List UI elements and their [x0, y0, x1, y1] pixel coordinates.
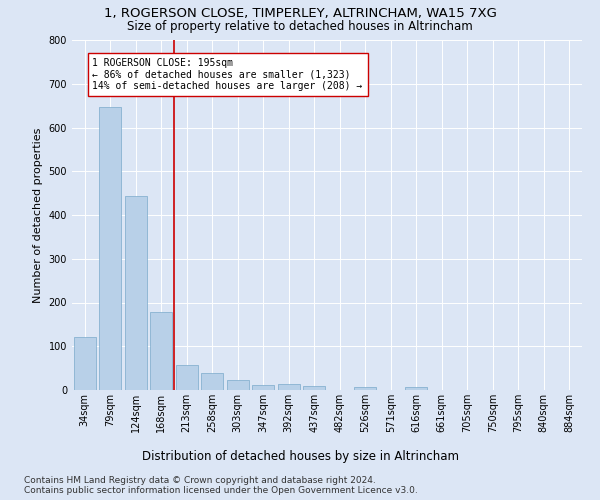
Bar [100, 106, 121, 390]
Text: 1, ROGERSON CLOSE, TIMPERLEY, ALTRINCHAM, WA15 7XG: 1, ROGERSON CLOSE, TIMPERLEY, ALTRINCHAM… [104, 8, 496, 20]
Bar [74, 336, 95, 390]
Text: 1 ROGERSON CLOSE: 195sqm
← 86% of detached houses are smaller (1,323)
14% of sem: 1 ROGERSON CLOSE: 195sqm ← 86% of detach… [92, 58, 362, 90]
Bar [253, 385, 274, 390]
Bar [355, 387, 376, 390]
Bar [227, 380, 248, 390]
Y-axis label: Number of detached properties: Number of detached properties [33, 128, 43, 302]
Bar [151, 312, 172, 390]
Text: Distribution of detached houses by size in Altrincham: Distribution of detached houses by size … [142, 450, 458, 463]
Bar [304, 386, 325, 390]
Bar [406, 387, 427, 390]
Bar [176, 365, 197, 390]
Bar [202, 372, 223, 390]
Bar [125, 196, 146, 390]
Text: Size of property relative to detached houses in Altrincham: Size of property relative to detached ho… [127, 20, 473, 33]
Text: Contains HM Land Registry data © Crown copyright and database right 2024.
Contai: Contains HM Land Registry data © Crown c… [24, 476, 418, 495]
Bar [278, 384, 299, 390]
